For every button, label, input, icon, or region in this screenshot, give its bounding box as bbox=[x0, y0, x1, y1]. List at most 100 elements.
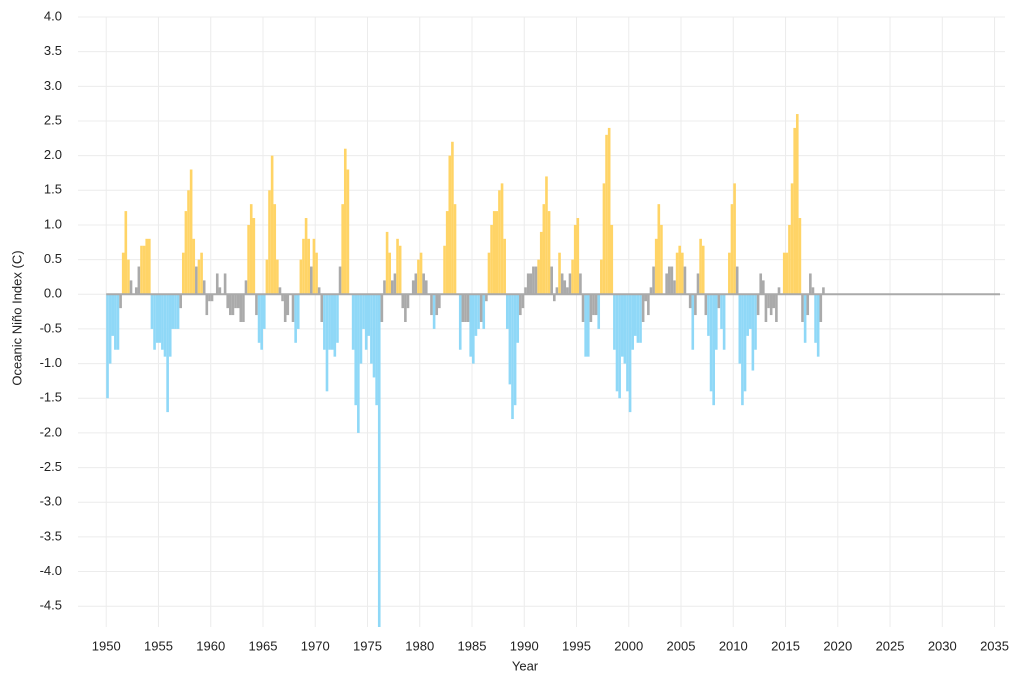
y-tick-label: 1.5 bbox=[44, 182, 62, 197]
bar bbox=[283, 294, 287, 322]
bar bbox=[681, 252, 684, 295]
bar bbox=[111, 294, 115, 336]
bar bbox=[145, 238, 149, 295]
x-tick-label: 1970 bbox=[301, 638, 330, 653]
bar bbox=[341, 204, 344, 295]
bar bbox=[208, 294, 211, 302]
bar bbox=[234, 294, 237, 309]
bar bbox=[600, 259, 603, 295]
bar bbox=[735, 266, 739, 295]
bar bbox=[291, 294, 295, 322]
bar bbox=[398, 245, 402, 295]
bar bbox=[613, 294, 616, 350]
bar bbox=[148, 238, 151, 295]
y-tick-label: -1.5 bbox=[40, 390, 62, 405]
bar bbox=[265, 259, 269, 295]
bar bbox=[806, 294, 810, 316]
bar bbox=[602, 183, 606, 295]
bar bbox=[777, 287, 781, 295]
y-tick-label: 2.0 bbox=[44, 147, 62, 162]
y-axis-label: Oceanic Niño Index (C) bbox=[9, 250, 24, 385]
bar bbox=[299, 259, 303, 295]
bar bbox=[417, 259, 420, 295]
bar bbox=[822, 287, 825, 295]
x-tick-label: 1985 bbox=[458, 638, 487, 653]
bar bbox=[161, 294, 164, 350]
bar bbox=[537, 259, 540, 295]
y-tick-label: 4.0 bbox=[44, 8, 62, 23]
x-tick-label: 1965 bbox=[249, 638, 278, 653]
bar bbox=[652, 266, 655, 295]
bar bbox=[124, 211, 128, 295]
bar bbox=[694, 294, 697, 316]
bar bbox=[751, 294, 755, 371]
bar bbox=[249, 204, 253, 295]
bar bbox=[748, 294, 752, 329]
bar bbox=[688, 294, 692, 309]
bar bbox=[521, 294, 525, 309]
bar bbox=[432, 294, 436, 329]
bar bbox=[231, 294, 235, 316]
y-tick-label: 1.0 bbox=[44, 216, 62, 231]
bar bbox=[581, 294, 585, 322]
bar bbox=[391, 280, 394, 295]
x-tick-label: 2010 bbox=[719, 638, 748, 653]
bar bbox=[618, 294, 621, 399]
bar bbox=[121, 252, 125, 295]
bar bbox=[699, 238, 702, 295]
bar bbox=[769, 294, 773, 316]
bar bbox=[174, 294, 177, 329]
bar bbox=[430, 294, 433, 316]
bar bbox=[396, 238, 399, 295]
bar bbox=[247, 224, 250, 295]
bar bbox=[814, 294, 817, 343]
bar bbox=[558, 252, 561, 295]
bar bbox=[315, 252, 318, 295]
bar bbox=[795, 114, 799, 295]
bar bbox=[597, 294, 601, 329]
bar bbox=[325, 294, 329, 392]
bar bbox=[474, 294, 478, 336]
bar bbox=[294, 294, 297, 343]
bar bbox=[477, 294, 480, 329]
bar bbox=[660, 224, 663, 295]
bar bbox=[116, 294, 120, 350]
bar bbox=[720, 294, 723, 329]
bar bbox=[343, 148, 347, 295]
bar bbox=[534, 266, 538, 295]
bar bbox=[670, 266, 674, 295]
bar bbox=[406, 294, 410, 309]
bar bbox=[106, 294, 109, 399]
bar bbox=[317, 287, 321, 295]
bar bbox=[644, 294, 648, 302]
bar bbox=[526, 273, 530, 295]
bar bbox=[508, 294, 512, 385]
bar bbox=[226, 294, 230, 309]
bar bbox=[641, 294, 645, 322]
bar bbox=[310, 266, 313, 295]
bar bbox=[479, 294, 483, 322]
bar bbox=[359, 294, 363, 364]
bar bbox=[127, 259, 130, 295]
bar bbox=[268, 190, 271, 295]
bar bbox=[372, 294, 376, 378]
bar bbox=[336, 294, 339, 343]
bar bbox=[568, 273, 572, 295]
bar bbox=[626, 294, 629, 392]
bar bbox=[816, 294, 820, 357]
bar bbox=[333, 294, 337, 357]
x-tick-label: 1990 bbox=[510, 638, 539, 653]
bar bbox=[743, 294, 747, 392]
bar bbox=[707, 294, 710, 336]
bar bbox=[704, 294, 708, 316]
bar bbox=[134, 287, 138, 295]
bar bbox=[631, 294, 634, 350]
bar bbox=[485, 294, 488, 302]
bar bbox=[801, 294, 804, 322]
bar bbox=[236, 294, 240, 309]
y-tick-label: -4.5 bbox=[40, 598, 62, 613]
bar bbox=[458, 294, 462, 350]
bar bbox=[114, 294, 117, 350]
